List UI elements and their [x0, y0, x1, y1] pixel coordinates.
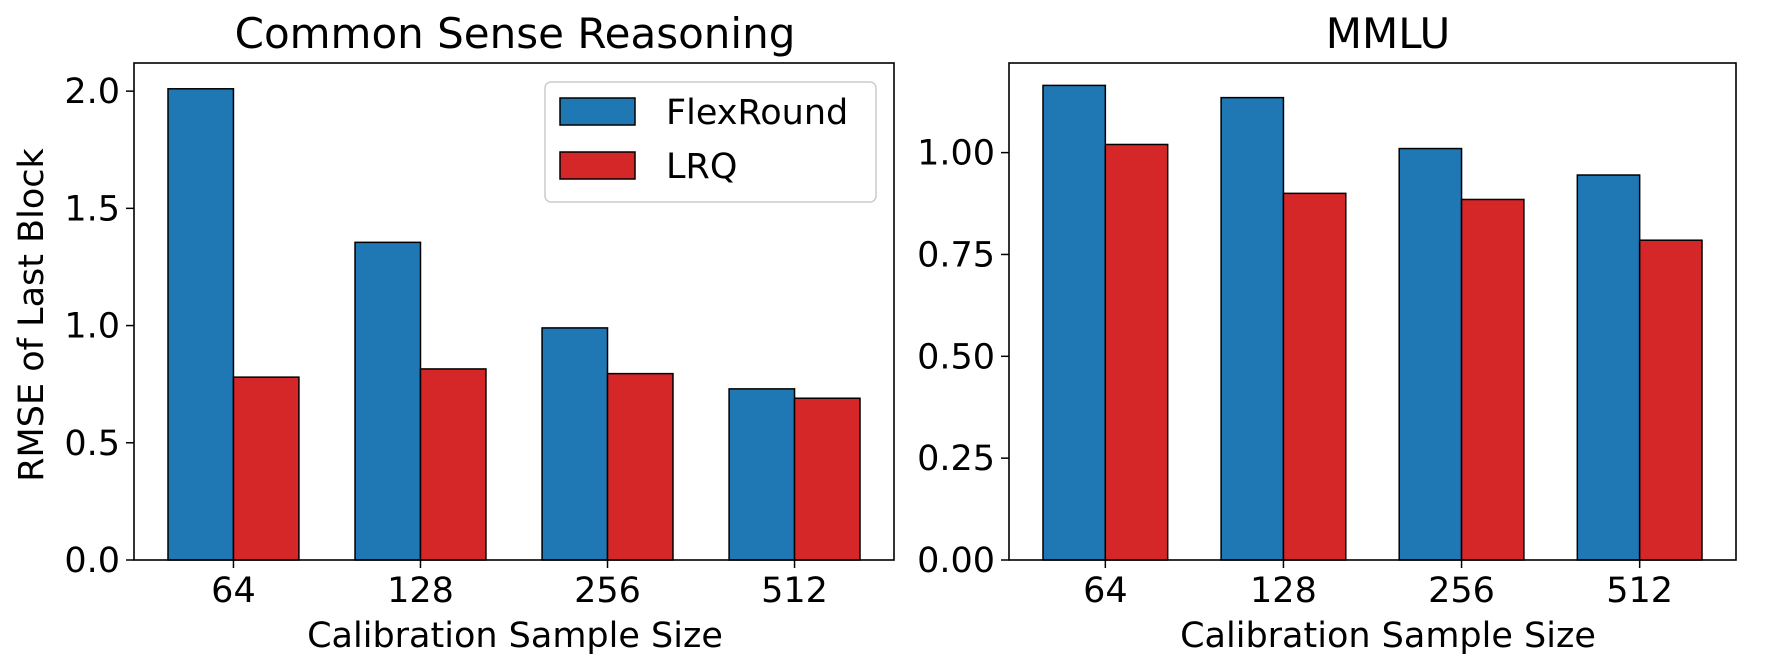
x-tick-label: 128 — [1250, 571, 1317, 611]
bar-flexround-256 — [541, 327, 609, 561]
bars-group — [1042, 84, 1703, 561]
y-tick-label: 1.5 — [64, 189, 120, 229]
panel-common-sense: Common Sense Reasoning RMSE of Last Bloc… — [12, 9, 895, 656]
bar-lrq-512 — [793, 397, 861, 561]
bar-lrq-64 — [232, 376, 300, 561]
x-tick-label: 512 — [761, 571, 828, 611]
x-tick-label: 64 — [211, 571, 256, 611]
x-ticks: 64 128 256 512 — [211, 560, 828, 611]
chart-title: Common Sense Reasoning — [235, 9, 796, 58]
bar-lrq-64 — [1104, 143, 1169, 561]
legend: FlexRound LRQ — [544, 81, 877, 203]
x-axis-label: Calibration Sample Size — [1180, 616, 1596, 656]
x-tick-label: 256 — [574, 571, 641, 611]
y-tick-label: 2.0 — [64, 72, 120, 112]
x-tick-label: 128 — [387, 571, 454, 611]
bars-group — [167, 88, 861, 561]
y-tick-label: 0.5 — [64, 424, 120, 464]
y-tick-label: 0.25 — [917, 439, 995, 479]
bar-flexround-512 — [1576, 174, 1641, 561]
legend-swatch-flexround — [559, 97, 636, 126]
y-ticks: 0.00 0.25 0.50 0.75 1.00 — [917, 134, 1009, 581]
bar-lrq-128 — [419, 368, 487, 561]
y-tick-label: 1.0 — [64, 307, 120, 347]
bar-flexround-128 — [1220, 96, 1285, 561]
x-ticks: 64 128 256 512 — [1083, 560, 1673, 611]
panel-mmlu: MMLU Calibration Sample Size 0.00 0.25 0.5… — [917, 9, 1737, 656]
x-axis-label: Calibration Sample Size — [307, 616, 723, 656]
legend-swatch-lrq — [559, 151, 636, 180]
bar-flexround-64 — [1042, 84, 1107, 561]
bar-lrq-256 — [1460, 198, 1525, 561]
x-tick-label: 256 — [1428, 571, 1495, 611]
bar-lrq-128 — [1282, 192, 1347, 561]
bar-flexround-512 — [728, 388, 796, 561]
plot-frame — [133, 62, 895, 561]
legend-label-flexround: FlexRound — [666, 93, 848, 133]
y-tick-label: 0.75 — [917, 235, 995, 275]
y-tick-label: 0.00 — [917, 541, 995, 581]
x-tick-label: 512 — [1606, 571, 1673, 611]
legend-label-lrq: LRQ — [666, 147, 737, 187]
bar-flexround-128 — [354, 241, 422, 561]
y-tick-label: 0.50 — [917, 337, 995, 377]
y-ticks: 0.0 0.5 1.0 1.5 2.0 — [64, 72, 134, 581]
bar-lrq-256 — [606, 372, 674, 561]
plot-frame — [1008, 62, 1737, 561]
bar-flexround-64 — [167, 88, 235, 561]
x-tick-label: 64 — [1083, 571, 1128, 611]
y-tick-label: 0.0 — [64, 541, 120, 581]
y-tick-label: 1.00 — [917, 134, 995, 174]
y-axis-label: RMSE of Last Block — [12, 148, 52, 482]
chart-title: MMLU — [1326, 9, 1451, 58]
bar-lrq-512 — [1638, 239, 1703, 561]
bar-flexround-256 — [1398, 147, 1463, 561]
